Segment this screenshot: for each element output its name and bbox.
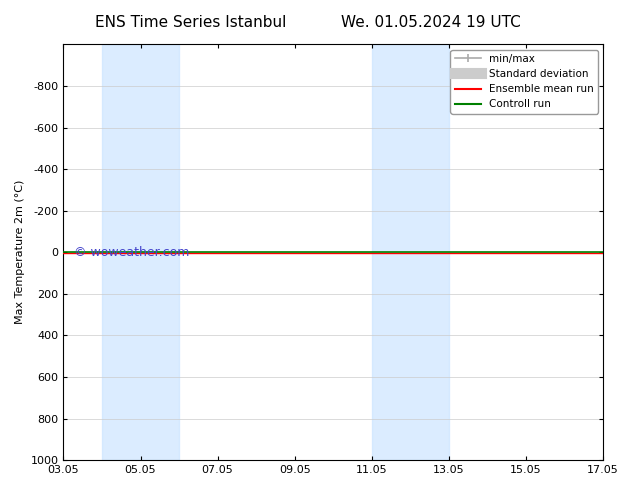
Text: © woweather.com: © woweather.com [74, 246, 190, 259]
Text: ENS Time Series Istanbul: ENS Time Series Istanbul [94, 15, 286, 30]
Y-axis label: Max Temperature 2m (°C): Max Temperature 2m (°C) [15, 180, 25, 324]
Text: We. 01.05.2024 19 UTC: We. 01.05.2024 19 UTC [341, 15, 521, 30]
Bar [372, 45, 449, 460]
Legend: min/max, Standard deviation, Ensemble mean run, Controll run: min/max, Standard deviation, Ensemble me… [451, 49, 598, 114]
Bar [102, 45, 179, 460]
